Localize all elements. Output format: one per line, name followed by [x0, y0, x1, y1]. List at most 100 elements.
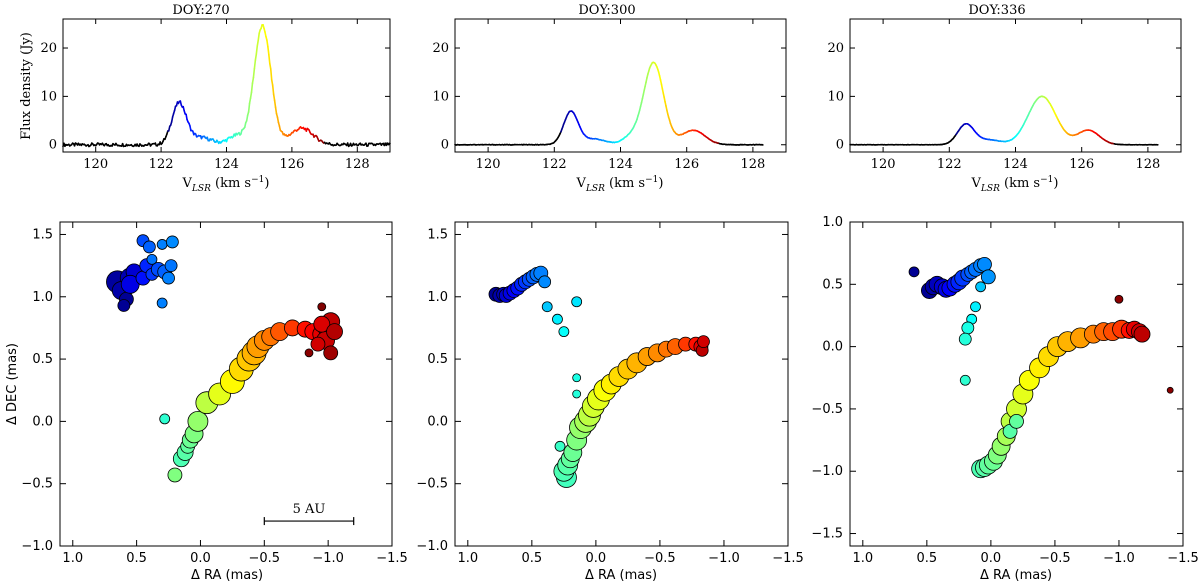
y-axis: 0 10 20 — [432, 41, 786, 153]
maser-spot — [117, 299, 131, 312]
spectrum-segment — [185, 113, 188, 121]
y-tick-label: 0.5 — [822, 277, 843, 292]
x-tick-label: 1.0 — [62, 551, 83, 566]
maser-spot — [958, 332, 972, 346]
y-tick-label: −1.5 — [811, 527, 843, 542]
x-tick-label: 120 — [83, 157, 108, 172]
x-tick-label: 124 — [214, 157, 239, 172]
x-tick-label: 0.5 — [522, 551, 543, 566]
x-tick-label: 0.0 — [981, 551, 1002, 566]
spectrum-segment — [254, 53, 258, 62]
y-tick-label: −1.0 — [416, 539, 448, 554]
maser-spot — [313, 315, 331, 333]
spectrum-segment — [247, 102, 251, 113]
y-tick-label: 0.0 — [32, 414, 53, 429]
maser-spot — [552, 313, 563, 325]
scatter-plot-area — [488, 265, 710, 488]
y-tick-label: 20 — [40, 41, 57, 56]
y-tick-label: 10 — [432, 89, 449, 104]
maser-spot — [187, 410, 209, 432]
maser-spot — [304, 348, 314, 358]
spectrum-plot-area — [454, 61, 764, 146]
maser-spot — [162, 271, 175, 285]
x-axis-title: Δ RA (mas) — [980, 568, 1052, 583]
maser-spot — [1166, 386, 1174, 394]
x-tick-label: 128 — [1135, 157, 1160, 172]
maser-spot — [961, 321, 975, 335]
y-tick-label: 0.5 — [32, 352, 53, 367]
x-tick-label: 124 — [1003, 157, 1028, 172]
y-axis-title: Flux density (Jy) — [19, 32, 34, 140]
plot-frame — [849, 221, 1184, 547]
y-tick-label: 10 — [827, 89, 844, 104]
x-axis: 120 122 124 126 128 — [871, 19, 1160, 172]
x-tick-label: 122 — [542, 157, 567, 172]
x-tick-label: −1.5 — [1167, 551, 1199, 566]
x-axis-title-close: ) — [264, 176, 269, 191]
x-axis: 1.0 0.5 0.0 −0.5 −1.0 −1.5 — [62, 222, 408, 566]
spectrum-segment — [256, 39, 260, 47]
maser-spot — [572, 389, 582, 399]
x-tick-label: −1.5 — [772, 551, 804, 566]
x-axis-title-close: ) — [658, 176, 663, 191]
x-tick-label: 126 — [674, 157, 699, 172]
spectrum-panel-doy336: DOY:336 120 122 124 126 128 0 10 20 VLSR (km s… — [827, 3, 1182, 194]
x-axis-title-main: V — [182, 176, 193, 191]
y-tick-label: 1.0 — [427, 290, 448, 305]
y-tick-label: 20 — [827, 41, 844, 56]
panel-title: DOY:270 — [172, 3, 229, 18]
spectrum-segment — [269, 68, 273, 81]
maser-spot — [975, 281, 987, 293]
spectrum-segment — [266, 39, 269, 48]
scale-bar: 5 AU — [263, 502, 355, 526]
maser-spot — [554, 440, 566, 452]
scatter-plot-area — [908, 256, 1174, 479]
spectrum-segment — [252, 67, 256, 79]
x-axis-title-main: V — [971, 176, 982, 191]
spectrum-segment — [245, 114, 249, 122]
maser-spot — [538, 275, 552, 289]
y-tick-label: −1.0 — [811, 464, 843, 479]
x-tick-label: 0.0 — [190, 551, 211, 566]
x-axis: 120 122 124 126 128 — [476, 19, 765, 172]
x-axis-title-close: ) — [1053, 176, 1058, 191]
maser-spot — [977, 256, 992, 272]
maser-spot — [167, 467, 183, 483]
spectrum-segment — [255, 45, 259, 56]
spectrum-segment — [250, 82, 254, 94]
x-tick-label: 128 — [740, 157, 765, 172]
x-tick-label: 120 — [871, 157, 896, 172]
plot-frame — [454, 221, 789, 547]
x-tick-label: 126 — [1069, 157, 1094, 172]
spectrum-segment — [273, 99, 277, 109]
y-axis: −1.0 −0.5 0.0 0.5 1.0 1.5 — [416, 227, 788, 554]
maser-spot — [980, 269, 996, 285]
spectrum-segment — [170, 116, 174, 123]
spectrum-segment — [268, 62, 272, 70]
x-axis-title-unit: (km s — [1000, 176, 1040, 191]
y-tick-label: 10 — [40, 89, 57, 104]
spectrum-segment — [272, 93, 276, 102]
scale-bar-label: 5 AU — [293, 502, 326, 517]
scatter-plot-area — [106, 234, 343, 483]
x-axis-title-main: V — [576, 176, 587, 191]
spectrum-plot-area — [62, 24, 391, 148]
y-tick-label: 0 — [836, 138, 844, 153]
plot-frame — [59, 221, 393, 547]
x-axis-title-unit: (km s — [211, 176, 251, 191]
y-tick-label: 0.0 — [427, 414, 448, 429]
x-tick-label: 124 — [608, 157, 633, 172]
x-axis-title: Δ RA (mas) — [191, 568, 263, 583]
x-tick-label: −1.0 — [312, 551, 344, 566]
x-axis-title: Δ RA (mas) — [585, 568, 657, 583]
plot-frame — [62, 18, 391, 153]
spectrum-segment — [249, 91, 253, 99]
x-axis: 120 122 124 126 128 — [83, 19, 370, 172]
y-axis-title: Δ DEC (mas) — [5, 343, 20, 425]
x-axis-title-sub: LSR — [980, 184, 1000, 194]
y-axis: 0 10 20 — [827, 41, 1181, 153]
x-tick-label: 120 — [476, 157, 501, 172]
x-tick-label: 122 — [937, 157, 962, 172]
spectrum-segment — [276, 116, 280, 124]
